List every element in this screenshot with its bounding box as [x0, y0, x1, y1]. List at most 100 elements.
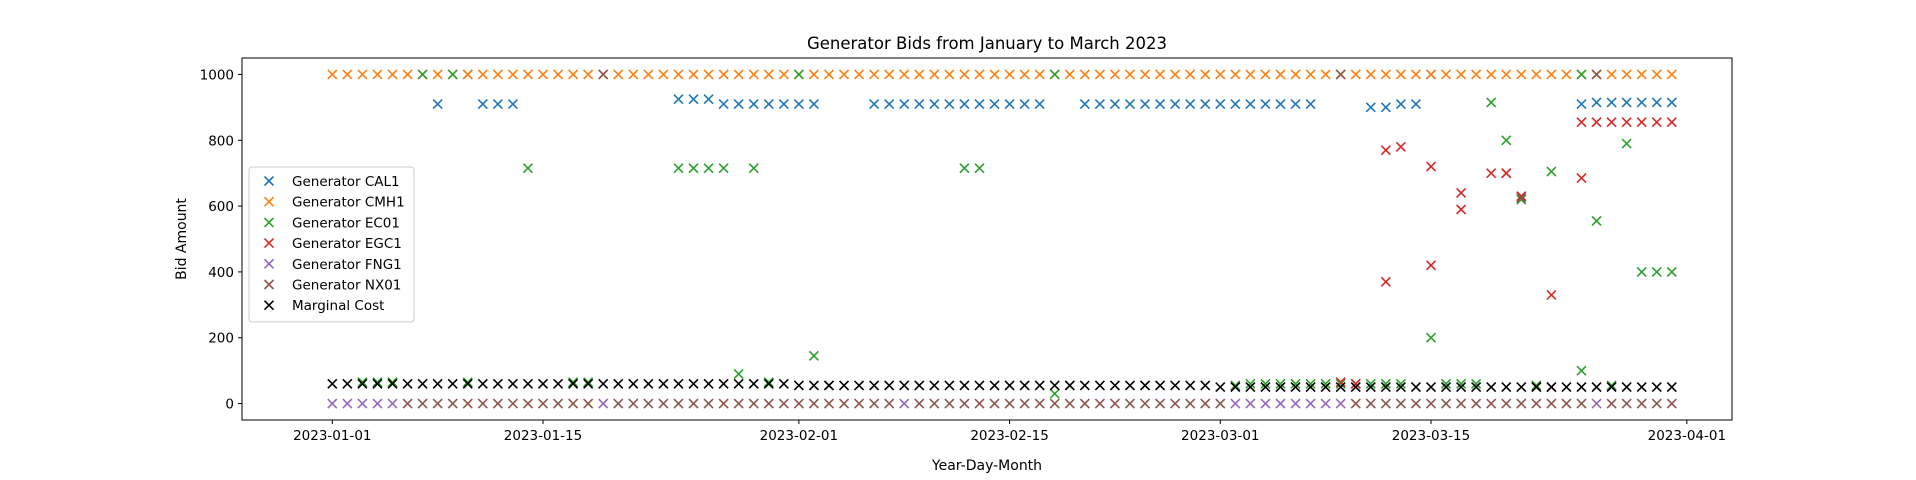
- point-marginal-cost: [823, 380, 835, 391]
- point-generator-ec01: [718, 163, 729, 174]
- point-generator-ec01: [357, 377, 368, 388]
- point-generator-ec01: [1501, 135, 1512, 146]
- point-generator-cal1: [477, 99, 488, 110]
- point-generator-cmh1: [568, 69, 579, 80]
- x-tick-label: 2023-03-15: [1392, 428, 1470, 444]
- point-generator-nx01: [522, 398, 534, 409]
- point-generator-cmh1: [1621, 69, 1632, 80]
- point-generator-ec01: [583, 377, 594, 388]
- point-generator-nx01: [1094, 398, 1105, 409]
- point-generator-cal1: [1124, 99, 1136, 110]
- legend-label: Generator CMH1: [292, 195, 405, 211]
- point-generator-cmh1: [613, 69, 624, 80]
- point-marginal-cost: [854, 380, 865, 391]
- point-generator-nx01: [1365, 398, 1376, 409]
- legend-marker: [263, 175, 275, 187]
- series-marginal-cost: [327, 378, 1677, 393]
- point-generator-cal1: [1034, 99, 1045, 110]
- point-marginal-cost: [402, 378, 413, 389]
- point-marginal-cost: [1019, 380, 1030, 391]
- point-generator-cal1: [1185, 99, 1196, 110]
- point-generator-nx01: [568, 398, 579, 409]
- point-generator-egc1: [1651, 117, 1662, 128]
- point-generator-ec01: [522, 163, 534, 174]
- point-generator-nx01: [1215, 398, 1226, 409]
- point-marginal-cost: [808, 380, 819, 391]
- point-generator-ec01: [1290, 378, 1301, 389]
- point-generator-nx01: [598, 69, 609, 80]
- point-generator-ec01: [974, 163, 985, 174]
- point-generator-nx01: [1064, 398, 1075, 409]
- point-generator-cmh1: [1064, 69, 1075, 80]
- legend-label: Generator FNG1: [292, 257, 402, 273]
- point-generator-fng1: [1335, 398, 1346, 409]
- point-generator-ec01: [462, 377, 473, 388]
- point-generator-cal1: [1019, 99, 1030, 110]
- point-generator-cmh1: [1290, 69, 1301, 80]
- point-generator-cal1: [959, 99, 970, 110]
- point-marginal-cost: [568, 378, 579, 389]
- point-generator-cal1: [1636, 97, 1647, 108]
- point-marginal-cost: [477, 378, 488, 389]
- point-marginal-cost: [1395, 382, 1406, 393]
- point-generator-ec01: [959, 163, 970, 174]
- series-generator-nx01: [402, 69, 1677, 409]
- point-generator-nx01: [658, 398, 669, 409]
- point-generator-ec01: [387, 377, 398, 388]
- legend: Generator CAL1 Generator CMH1 Generator EC…: [248, 166, 415, 323]
- point-generator-cmh1: [492, 69, 503, 80]
- point-marginal-cost: [1079, 380, 1090, 391]
- point-generator-cmh1: [854, 69, 865, 80]
- point-generator-cal1: [1410, 99, 1422, 110]
- point-generator-ec01: [1380, 378, 1391, 389]
- point-marginal-cost: [1049, 380, 1060, 391]
- series-generator-cmh1: [327, 69, 1677, 80]
- point-generator-ec01: [1546, 166, 1557, 177]
- point-generator-cmh1: [823, 69, 835, 80]
- point-marginal-cost: [1546, 382, 1557, 393]
- point-marginal-cost: [1200, 380, 1211, 391]
- point-generator-cal1: [884, 99, 895, 110]
- point-generator-nx01: [1440, 398, 1452, 409]
- point-generator-fng1: [342, 398, 353, 409]
- point-generator-nx01: [1591, 69, 1602, 80]
- point-generator-cal1: [1380, 102, 1391, 113]
- point-generator-cmh1: [808, 69, 819, 80]
- point-generator-cal1: [748, 99, 759, 110]
- point-generator-ec01: [1576, 69, 1587, 80]
- point-marginal-cost: [507, 378, 518, 389]
- point-marginal-cost: [1245, 382, 1256, 393]
- x-tick-label: 2023-01-15: [504, 428, 582, 444]
- legend-marker: [263, 300, 275, 311]
- point-generator-cal1: [1004, 99, 1015, 110]
- point-generator-cal1: [1606, 97, 1617, 108]
- point-generator-cmh1: [1200, 69, 1211, 80]
- point-generator-nx01: [838, 398, 850, 409]
- point-generator-nx01: [1531, 398, 1542, 409]
- point-generator-egc1: [1666, 117, 1677, 128]
- data-points: [327, 69, 1677, 409]
- point-generator-cmh1: [552, 69, 564, 80]
- point-generator-nx01: [869, 398, 880, 409]
- point-generator-cmh1: [1471, 69, 1482, 80]
- point-generator-fng1: [1305, 398, 1316, 409]
- point-generator-cal1: [1651, 97, 1662, 108]
- point-marginal-cost: [628, 378, 639, 389]
- point-marginal-cost: [748, 378, 759, 389]
- point-generator-cmh1: [1215, 69, 1226, 80]
- point-marginal-cost: [417, 378, 428, 389]
- point-generator-cmh1: [522, 69, 534, 80]
- point-generator-cmh1: [1275, 69, 1286, 80]
- point-generator-cmh1: [372, 69, 383, 80]
- point-generator-cal1: [1365, 102, 1376, 113]
- point-marginal-cost: [1124, 380, 1136, 391]
- point-generator-cal1: [929, 99, 940, 110]
- point-generator-ec01: [1395, 378, 1406, 389]
- point-marginal-cost: [1305, 382, 1316, 393]
- point-generator-egc1: [1621, 117, 1632, 128]
- y-tick-label: 800: [208, 133, 234, 149]
- point-generator-egc1: [1591, 117, 1602, 128]
- point-generator-cmh1: [327, 69, 338, 80]
- point-generator-cmh1: [763, 69, 774, 80]
- point-marginal-cost: [763, 378, 774, 389]
